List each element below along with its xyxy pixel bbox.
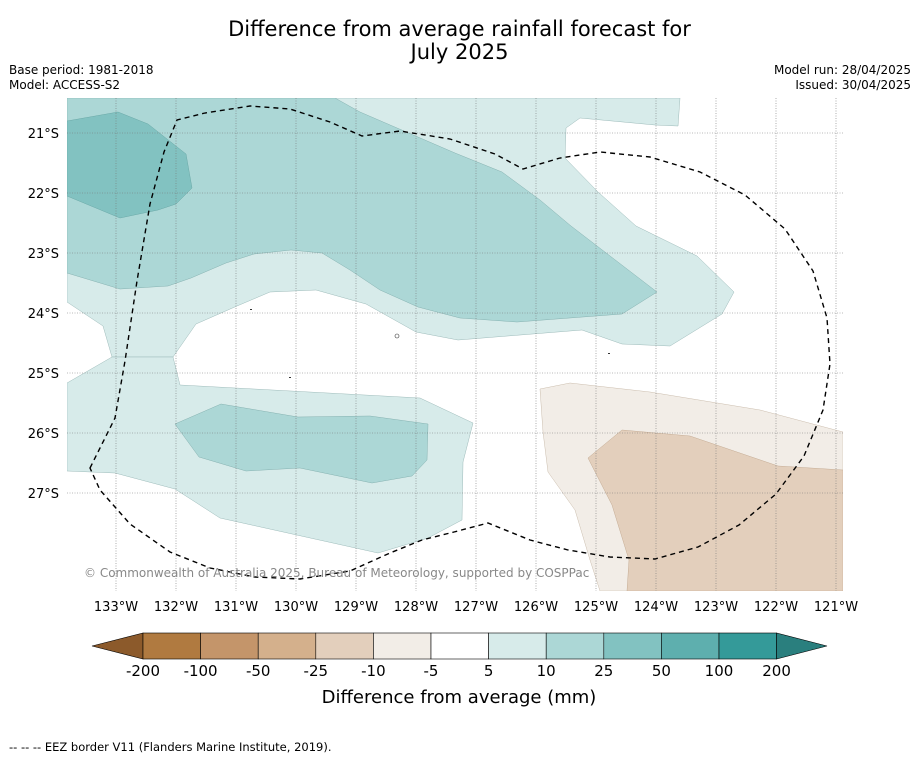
colorbar-tick-label: -50 xyxy=(246,662,271,680)
colorbar-tick-labels: -200 -100 -50 -25 -10 -5 5 10 25 50 100 200 xyxy=(126,662,791,680)
latitude-label: 25°S xyxy=(28,367,59,382)
map-area: © Commonwealth of Australia 2025, Bureau… xyxy=(67,98,843,591)
colorbar-label: Difference from average (mm) xyxy=(322,687,597,708)
longitude-label: 126°W xyxy=(514,600,558,615)
longitude-label: 130°W xyxy=(274,600,318,615)
colorbar-tick-label: 200 xyxy=(762,662,791,680)
latitude-label: 26°S xyxy=(28,427,59,442)
colorbar-segment xyxy=(430,632,489,660)
title-line-1: Difference from average rainfall forecas… xyxy=(228,17,691,41)
colorbar-segment xyxy=(257,632,317,660)
longitude-label: 128°W xyxy=(394,600,438,615)
model-run-text: Model run: 28/04/2025 xyxy=(773,63,911,77)
longitude-label: 124°W xyxy=(634,600,678,615)
colorbar-segment xyxy=(200,632,259,660)
longitude-label: 127°W xyxy=(454,600,498,615)
colorbar-tick-label: 50 xyxy=(652,662,671,680)
colorbar-tick-label: -10 xyxy=(361,662,386,680)
colorbar-segment xyxy=(603,632,662,660)
colorbar-segment xyxy=(718,632,777,660)
colorbar-segment xyxy=(488,632,547,660)
colorbar-tick-label: -25 xyxy=(304,662,329,680)
model-text: Model: ACCESS-S2 xyxy=(9,78,121,92)
colorbar-segment xyxy=(373,632,432,660)
colorbar-tick-label: -200 xyxy=(126,662,160,680)
colorbar-tick-label: 10 xyxy=(537,662,556,680)
map-title: Difference from average rainfall forecas… xyxy=(0,18,919,64)
colorbar-segment xyxy=(545,632,605,660)
latitude-label: 27°S xyxy=(28,487,59,502)
longitude-label: 125°W xyxy=(574,600,618,615)
longitude-gridlines xyxy=(115,98,837,591)
title-line-2: July 2025 xyxy=(410,40,509,64)
latitude-label: 23°S xyxy=(28,247,59,262)
meta-left: Base period: 1981-2018 Model: ACCESS-S2 xyxy=(9,63,154,93)
colorbar-tick-label: -100 xyxy=(184,662,218,680)
colorbar-tick-label: 5 xyxy=(484,662,494,680)
eez-border xyxy=(89,105,831,580)
colorbar xyxy=(91,632,828,660)
colorbar-extend-high xyxy=(776,632,828,660)
latitude-label: 22°S xyxy=(28,187,59,202)
colorbar-tick-label: 100 xyxy=(705,662,734,680)
colorbar-segment xyxy=(661,632,720,660)
colorbar-extend-low xyxy=(91,632,144,660)
longitude-label: 132°W xyxy=(154,600,198,615)
latitude-label: 24°S xyxy=(28,307,59,322)
latitude-gridlines xyxy=(67,132,843,494)
rain-region-25-50 xyxy=(67,111,193,219)
longitude-label: 131°W xyxy=(214,600,258,615)
copyright-text: © Commonwealth of Australia 2025, Bureau… xyxy=(84,566,589,580)
longitude-labels: 133°W 132°W 131°W 130°W 129°W 128°W 127°W 126°W… xyxy=(94,600,858,615)
longitude-label: 122°W xyxy=(754,600,798,615)
colorbar-segment xyxy=(315,632,374,660)
rain-region-10-25-north xyxy=(67,98,658,323)
eez-legend-footer: -- -- -- EEZ border V11 (Flanders Marine… xyxy=(9,740,332,754)
issued-text: Issued: 30/04/2025 xyxy=(795,78,911,92)
colorbar-tick-label: 25 xyxy=(594,662,613,680)
base-period-text: Base period: 1981-2018 xyxy=(9,63,154,77)
longitude-label: 129°W xyxy=(334,600,378,615)
longitude-label: 133°W xyxy=(94,600,138,615)
colorbar-tick-label: -5 xyxy=(424,662,439,680)
latitude-label: 21°S xyxy=(28,127,59,142)
longitude-label: 121°W xyxy=(814,600,858,615)
longitude-label: 123°W xyxy=(694,600,738,615)
latitude-labels: 21°S 22°S 23°S 24°S 25°S 26°S 27°S xyxy=(28,127,59,502)
rain-region-10-25-south xyxy=(174,403,429,484)
colorbar-segment xyxy=(142,632,201,660)
meta-right: Model run: 28/04/2025 Issued: 30/04/2025 xyxy=(774,63,911,93)
